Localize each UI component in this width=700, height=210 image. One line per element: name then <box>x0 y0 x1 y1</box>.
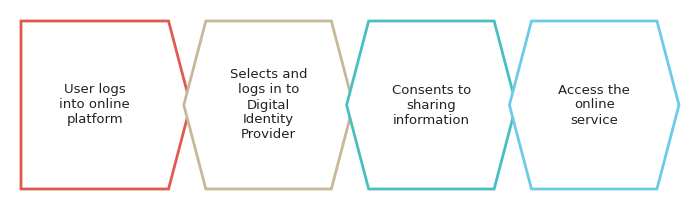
Text: Access the
online
service: Access the online service <box>559 84 630 126</box>
Text: Selects and
logs in to
Digital
Identity
Provider: Selects and logs in to Digital Identity … <box>230 68 307 142</box>
Polygon shape <box>21 21 190 189</box>
Text: User logs
into online
platform: User logs into online platform <box>60 84 130 126</box>
Polygon shape <box>346 21 516 189</box>
Text: Consents to
sharing
information: Consents to sharing information <box>392 84 471 126</box>
Polygon shape <box>184 21 354 189</box>
Polygon shape <box>510 21 679 189</box>
